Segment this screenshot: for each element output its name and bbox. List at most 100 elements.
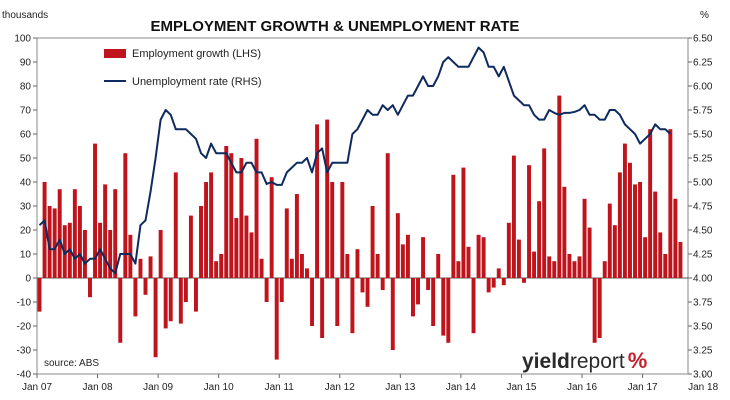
x-tick-label: Jan 13 (385, 382, 415, 393)
employment-bar (577, 256, 582, 278)
employment-bar (158, 230, 163, 278)
employment-bar (340, 182, 345, 278)
employment-bar (658, 232, 663, 278)
legend: Employment growth (LHS) Unemployment rat… (104, 48, 262, 88)
employment-bar (42, 182, 47, 278)
left-tick-label: 90 (20, 58, 32, 69)
employment-bar (133, 278, 138, 317)
employment-bar (486, 278, 491, 293)
employment-bar (516, 239, 521, 278)
employment-bar (602, 261, 607, 278)
employment-bar (345, 254, 350, 278)
right-tick-label: 4.50 (693, 226, 713, 237)
unemployment-line (38, 46, 672, 275)
employment-bar (239, 158, 244, 278)
yieldreport-logo: yieldreport% (520, 343, 680, 373)
x-tick-label: Jan 08 (83, 382, 113, 393)
x-tick-label: Jan 18 (688, 382, 718, 393)
employment-bar (350, 278, 355, 334)
employment-bar (264, 278, 269, 302)
employment-bar (113, 189, 118, 278)
x-tick-label: Jan 10 (204, 382, 234, 393)
x-tick-label: Jan 09 (143, 382, 173, 393)
employment-bar (52, 208, 57, 278)
employment-bar (244, 215, 249, 278)
employment-bar (461, 167, 466, 278)
chart-title: EMPLOYMENT GROWTH & UNEMPLOYMENT RATE (151, 18, 520, 35)
employment-bar (511, 155, 516, 278)
right-axis-unit: % (700, 10, 709, 21)
employment-bar (542, 148, 547, 278)
x-tick-label: Jan 15 (506, 382, 536, 393)
employment-bar (633, 184, 637, 278)
employment-bar (259, 258, 264, 278)
employment-bar (491, 278, 496, 288)
employment-bar (400, 244, 405, 278)
employment-bar (47, 206, 52, 278)
right-tick-label: 4.25 (693, 250, 713, 261)
employment-bar (395, 213, 400, 278)
plot-frame (36, 37, 689, 375)
employment-bar (612, 225, 617, 278)
left-tick-label: 10 (20, 250, 32, 261)
legend-bar-label: Employment growth (LHS) (132, 48, 261, 60)
employment-bar (446, 278, 451, 343)
employment-bar (72, 189, 77, 278)
right-tick-label: 6.50 (693, 34, 713, 45)
employment-bar (506, 222, 511, 278)
employment-bar (552, 261, 557, 278)
source-box (40, 354, 112, 370)
employment-bar (118, 278, 123, 343)
left-tick-label: 50 (20, 154, 32, 165)
employment-bar (441, 278, 446, 336)
employment-bar (416, 278, 420, 305)
employment-bar (587, 227, 592, 278)
left-tick-label: 60 (20, 130, 32, 141)
right-tick-label: 4.00 (693, 274, 713, 285)
employment-bar (678, 242, 683, 278)
employment-bar (411, 278, 415, 317)
employment-bar (527, 165, 532, 278)
source-note: source: ABS (44, 358, 99, 369)
employment-bar (143, 278, 148, 295)
employment-bar (572, 261, 577, 278)
employment-bar (188, 215, 193, 278)
employment-bar (153, 278, 158, 358)
employment-bar (335, 278, 340, 326)
employment-bar (204, 182, 209, 278)
x-tick-label: Jan 17 (628, 382, 658, 393)
employment-bar (194, 278, 198, 312)
employment-bar (57, 189, 62, 278)
right-tick-label: 6.25 (693, 58, 713, 69)
employment-bar (315, 124, 320, 279)
employment-bar (547, 256, 552, 278)
employment-bar (370, 206, 375, 278)
left-axis-unit: thousands (2, 10, 48, 21)
left-tick-label: 20 (20, 226, 32, 237)
left-tick-label: 70 (20, 106, 32, 117)
right-tick-label: 3.50 (693, 322, 713, 333)
employment-bar (390, 278, 395, 350)
employment-bar (93, 143, 98, 278)
employment-bar (274, 278, 279, 360)
employment-bar (360, 278, 365, 293)
x-tick-label: Jan 12 (325, 382, 355, 393)
left-tick-label: 100 (14, 34, 31, 45)
legend-line-label: Unemployment rate (RHS) (132, 76, 262, 88)
employment-bar (294, 194, 299, 278)
employment-bar (663, 254, 668, 278)
right-tick-label: 5.00 (693, 178, 713, 189)
legend-bar-swatch (104, 49, 126, 58)
x-tick-label: Jan 07 (22, 382, 52, 393)
employment-bar (532, 251, 537, 278)
line-series (38, 46, 672, 275)
employment-bar (365, 278, 370, 307)
employment-bar (249, 232, 254, 278)
employment-bar (456, 261, 461, 278)
employment-bar (299, 254, 304, 278)
employment-bar (183, 278, 188, 302)
employment-bar (209, 172, 214, 278)
x-axis: Jan 07 Jan 08 Jan 09 Jan 10 Jan 11 Jan 12 Jan … (22, 374, 719, 393)
employment-bar (501, 278, 506, 286)
